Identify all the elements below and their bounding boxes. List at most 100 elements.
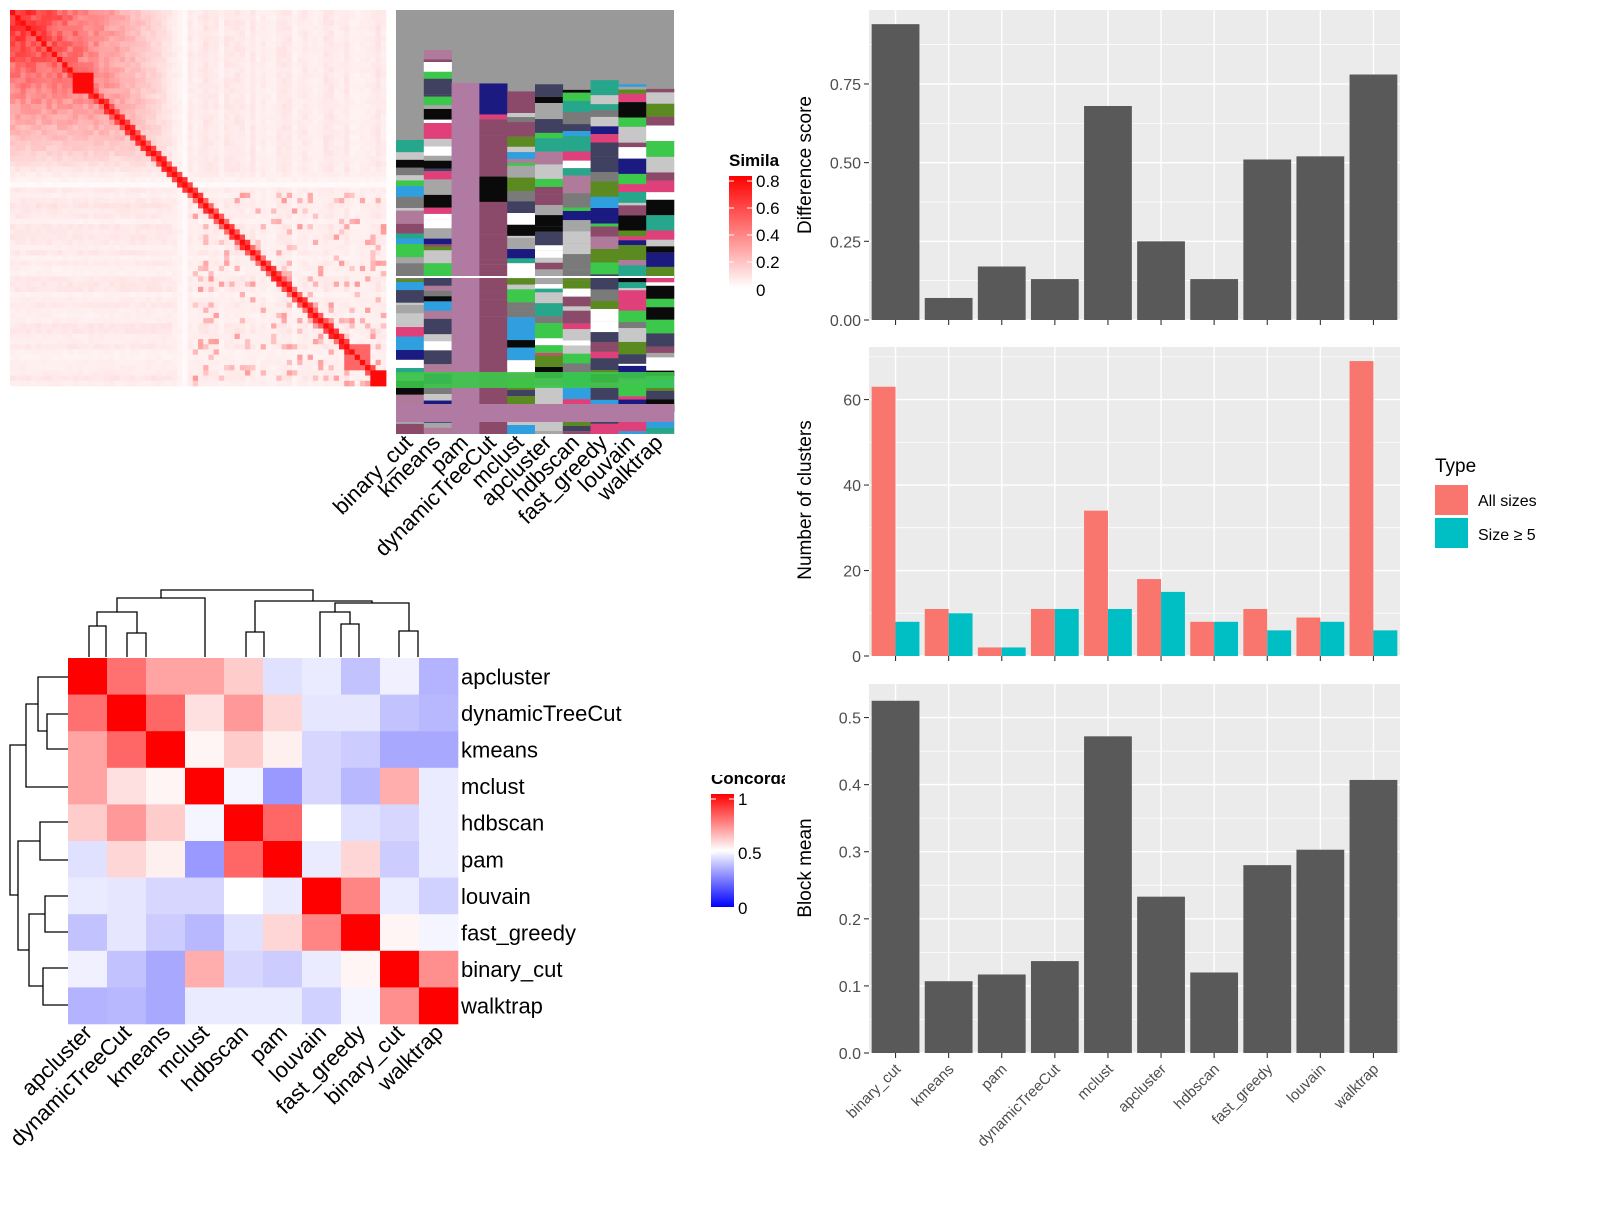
legend-key-all-sizes (1435, 485, 1468, 515)
concordance-cell (302, 841, 341, 878)
concordance-cell (302, 695, 341, 732)
concordance-cell (341, 951, 380, 988)
concordance-cell (224, 841, 263, 878)
y-tick-label: 0.0 (839, 1046, 861, 1063)
bar-size-ge5 (949, 613, 973, 656)
concordance-cell (185, 914, 224, 951)
concordance-heatmap (68, 658, 458, 1024)
concordance-cell (302, 951, 341, 988)
concordance-cell (380, 878, 419, 915)
concordance-cell (419, 658, 458, 695)
concordance-cell (107, 731, 146, 768)
bar (1243, 159, 1291, 320)
y-tick-label: 0.5 (839, 711, 861, 728)
x-tick-label: apcluster (1115, 1061, 1170, 1116)
concordance-cell (146, 768, 185, 805)
concordance-cell (341, 914, 380, 951)
y-tick-label: 0.50 (830, 156, 861, 173)
concordance-cell (263, 731, 302, 768)
concordance-cell (146, 878, 185, 915)
concordance-legend-tick: 1 (738, 790, 747, 809)
similarity-legend-tick: 0 (756, 281, 765, 300)
concordance-cell (341, 804, 380, 841)
y-tick-label: 40 (843, 478, 861, 495)
concordance-cell (224, 914, 263, 951)
x-tick-label: pam (978, 1061, 1011, 1094)
bar-all-sizes (1243, 609, 1267, 656)
bar-all-sizes (1031, 609, 1055, 656)
concordance-cell (419, 914, 458, 951)
concordance-cell (185, 951, 224, 988)
concordance-cell (341, 987, 380, 1024)
bar-size-ge5 (1373, 630, 1397, 656)
x-tick-label: louvain (1284, 1061, 1330, 1107)
legend-key-size-ge5 (1435, 518, 1468, 548)
bar (1031, 961, 1079, 1053)
bar (925, 981, 973, 1053)
y-axis-label: Number of clusters (795, 420, 816, 579)
concordance-cell (302, 804, 341, 841)
concordance-cell (146, 914, 185, 951)
concordance-cell (341, 731, 380, 768)
concordance-cell (380, 841, 419, 878)
bar (872, 24, 920, 320)
concordance-cell (68, 804, 107, 841)
concordance-cell (419, 987, 458, 1024)
concordance-cell (68, 987, 107, 1024)
concordance-cell (146, 731, 185, 768)
column-dendrogram (89, 590, 418, 657)
similarity-legend-tick: 0.6 (756, 199, 780, 218)
concordance-row-label: dynamicTreeCut (461, 701, 622, 726)
x-tick-label: kmeans (908, 1061, 957, 1110)
concordance-cell (380, 731, 419, 768)
concordance-legend-tick: 0.5 (738, 844, 762, 863)
bar (872, 701, 920, 1053)
x-tick-label: hdbscan (1171, 1061, 1223, 1113)
bar-size-ge5 (1267, 630, 1291, 656)
y-axis-label: Block mean (795, 818, 816, 917)
concordance-cell (263, 951, 302, 988)
bar-all-sizes (1137, 579, 1161, 656)
concordance-cell (302, 987, 341, 1024)
concordance-cell (185, 987, 224, 1024)
bar-size-ge5 (896, 622, 920, 656)
concordance-cell (302, 878, 341, 915)
x-tick-label: mclust (1074, 1060, 1117, 1103)
concordance-cell (146, 841, 185, 878)
bar (1031, 279, 1079, 320)
concordance-cell (263, 658, 302, 695)
bar (1296, 850, 1344, 1053)
bar-all-sizes (1084, 511, 1108, 656)
bar-all-sizes (1296, 618, 1320, 656)
bar-size-ge5 (1108, 609, 1132, 656)
concordance-cell (68, 951, 107, 988)
concordance-cell (107, 951, 146, 988)
concordance-row-label: mclust (461, 774, 525, 799)
concordance-cell (107, 768, 146, 805)
bar-size-ge5 (1320, 622, 1344, 656)
concordance-cell (380, 914, 419, 951)
annotation-band (396, 372, 674, 388)
y-tick-label: 0.2 (839, 912, 861, 929)
concordance-cell (380, 804, 419, 841)
annotation-band-bottom (396, 404, 674, 422)
bar-size-ge5 (1055, 609, 1079, 656)
concordance-cell (107, 658, 146, 695)
concordance-cell (263, 878, 302, 915)
concordance-cell (146, 658, 185, 695)
concordance-cell (263, 914, 302, 951)
concordance-row-label: walktrap (460, 994, 543, 1019)
bar-all-sizes (978, 647, 1002, 656)
concordance-cell (380, 658, 419, 695)
bar-size-ge5 (1161, 592, 1185, 656)
concordance-row-labels: apclusterdynamicTreeCutkmeansmclusthdbsc… (460, 664, 622, 1018)
concordance-cell (107, 841, 146, 878)
bar (1190, 972, 1238, 1053)
y-tick-label: 0.00 (830, 313, 861, 330)
bar-size-ge5 (1002, 647, 1026, 656)
concordance-cell (224, 878, 263, 915)
